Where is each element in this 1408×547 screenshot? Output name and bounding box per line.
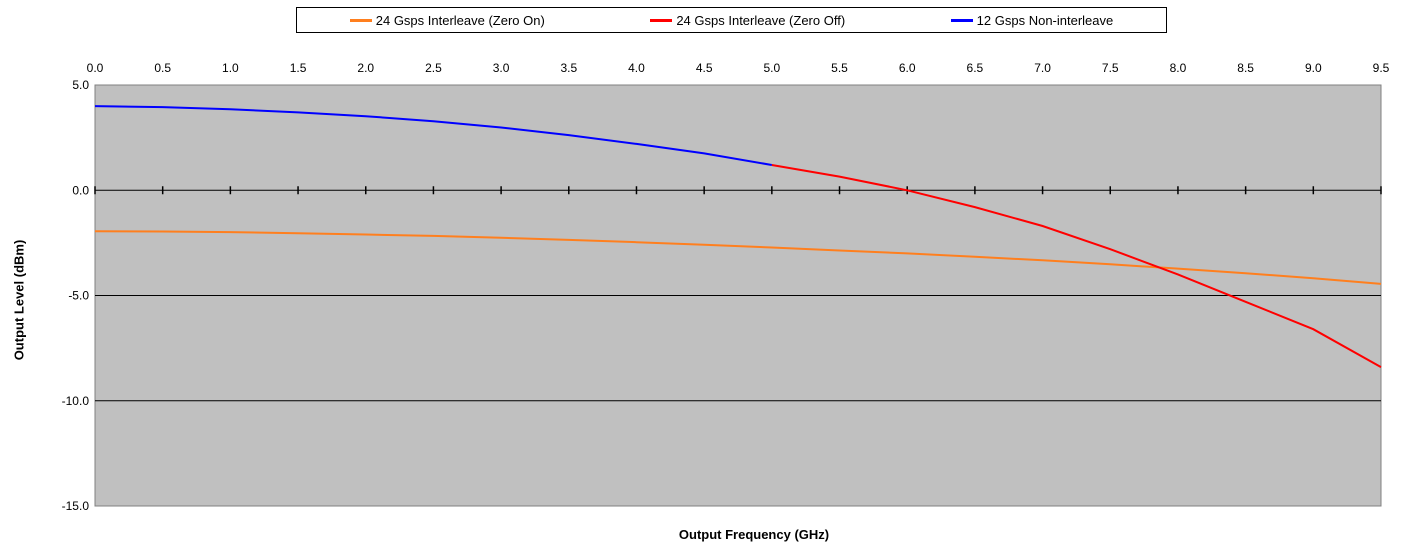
x-tick-label: 7.0 <box>1034 61 1051 75</box>
legend-label-non-interleave: 12 Gsps Non-interleave <box>976 12 1114 28</box>
legend-item-non-interleave: 12 Gsps Non-interleave <box>950 12 1114 28</box>
x-tick-label: 7.5 <box>1102 61 1119 75</box>
x-tick-label: 0.5 <box>154 61 171 75</box>
x-tick-label: 8.5 <box>1237 61 1254 75</box>
legend: 24 Gsps Interleave (Zero On) 24 Gsps Int… <box>296 7 1167 33</box>
x-tick-label: 2.5 <box>425 61 442 75</box>
x-tick-label: 1.5 <box>290 61 307 75</box>
x-tick-label: 3.0 <box>493 61 510 75</box>
series-line-0 <box>94 230 1382 285</box>
y-tick-label: -15.0 <box>62 499 90 513</box>
x-tick-label: 1.0 <box>222 61 239 75</box>
series-line-1 <box>771 164 1382 368</box>
x-tick-label: 5.0 <box>763 61 780 75</box>
x-tick-label: 2.0 <box>357 61 374 75</box>
legend-label-zero-on: 24 Gsps Interleave (Zero On) <box>375 12 545 28</box>
x-tick-label: 6.5 <box>967 61 984 75</box>
legend-item-zero-on: 24 Gsps Interleave (Zero On) <box>349 12 545 28</box>
y-axis-title: Output Level (dBm) <box>11 239 27 361</box>
x-tick-label: 8.0 <box>1170 61 1187 75</box>
x-tick-label: 9.0 <box>1305 61 1322 75</box>
legend-swatch-zero-on <box>349 18 372 22</box>
x-tick-label: 4.5 <box>696 61 713 75</box>
x-tick-label: 3.5 <box>560 61 577 75</box>
legend-swatch-non-interleave <box>950 18 973 22</box>
x-tick-label: 6.0 <box>899 61 916 75</box>
series-line-2 <box>94 105 772 166</box>
x-tick-label: 5.5 <box>831 61 848 75</box>
legend-item-zero-off: 24 Gsps Interleave (Zero Off) <box>650 13 845 28</box>
x-axis-title: Output Frequency (GHz) <box>678 527 830 542</box>
x-tick-label: 9.5 <box>1373 61 1390 75</box>
legend-label-zero-off: 24 Gsps Interleave (Zero Off) <box>676 12 846 28</box>
y-tick-label: 5.0 <box>72 78 89 92</box>
y-tick-label: -10.0 <box>62 394 90 408</box>
y-tick-label: -5.0 <box>68 289 89 303</box>
x-tick-label: 0.0 <box>87 61 104 75</box>
x-tick-label: 4.0 <box>628 61 645 75</box>
legend-swatch-zero-off <box>650 18 673 22</box>
y-tick-label: 0.0 <box>72 183 89 197</box>
